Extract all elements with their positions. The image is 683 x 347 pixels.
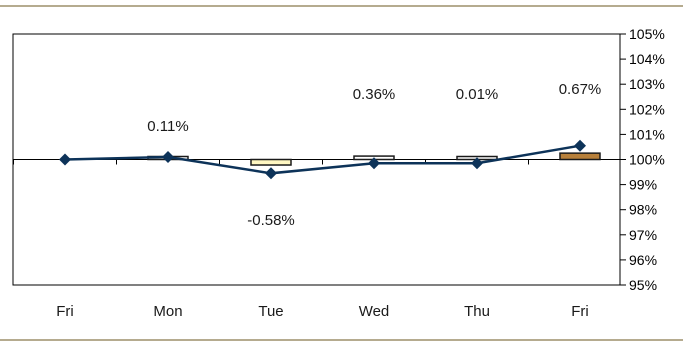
data-label: 0.36%: [353, 86, 396, 103]
y-tick-label: 105%: [629, 26, 665, 42]
level-marker: [574, 139, 586, 152]
data-label: 0.11%: [147, 118, 188, 135]
x-tick-label: Tue: [258, 303, 283, 320]
y-tick-label: 98%: [629, 202, 657, 218]
top-rule: [0, 5, 683, 7]
bottom-rule: [0, 339, 683, 341]
level-marker: [471, 157, 483, 170]
y-tick-label: 104%: [629, 51, 665, 67]
x-tick-label: Thu: [464, 303, 490, 320]
level-marker: [368, 157, 380, 170]
level-line: [64, 144, 581, 175]
y-tick-label: 95%: [629, 277, 657, 293]
y-tick-label: 102%: [629, 101, 665, 117]
level-marker: [265, 167, 277, 180]
x-tick-label: Fri: [571, 303, 589, 320]
y-tick-label: 99%: [629, 177, 657, 193]
y-tick-label: 97%: [629, 227, 657, 243]
x-tick-label: Mon: [153, 303, 182, 320]
y-tick-label: 100%: [629, 152, 665, 168]
x-tick-label: Fri: [56, 303, 74, 320]
level-marker: [59, 153, 71, 166]
change-bar-tue-2: [250, 158, 292, 166]
x-tick-label: Wed: [359, 303, 390, 320]
level-marker: [162, 150, 174, 163]
y-tick-label: 103%: [629, 76, 665, 92]
y-tick-label: 101%: [629, 126, 665, 142]
y-tick-label: 96%: [629, 252, 657, 268]
change-bar-fri-5: [559, 152, 601, 161]
data-label: -0.58%: [247, 212, 295, 229]
data-label: 0.01%: [456, 86, 499, 103]
data-label: 0.67%: [559, 81, 602, 98]
